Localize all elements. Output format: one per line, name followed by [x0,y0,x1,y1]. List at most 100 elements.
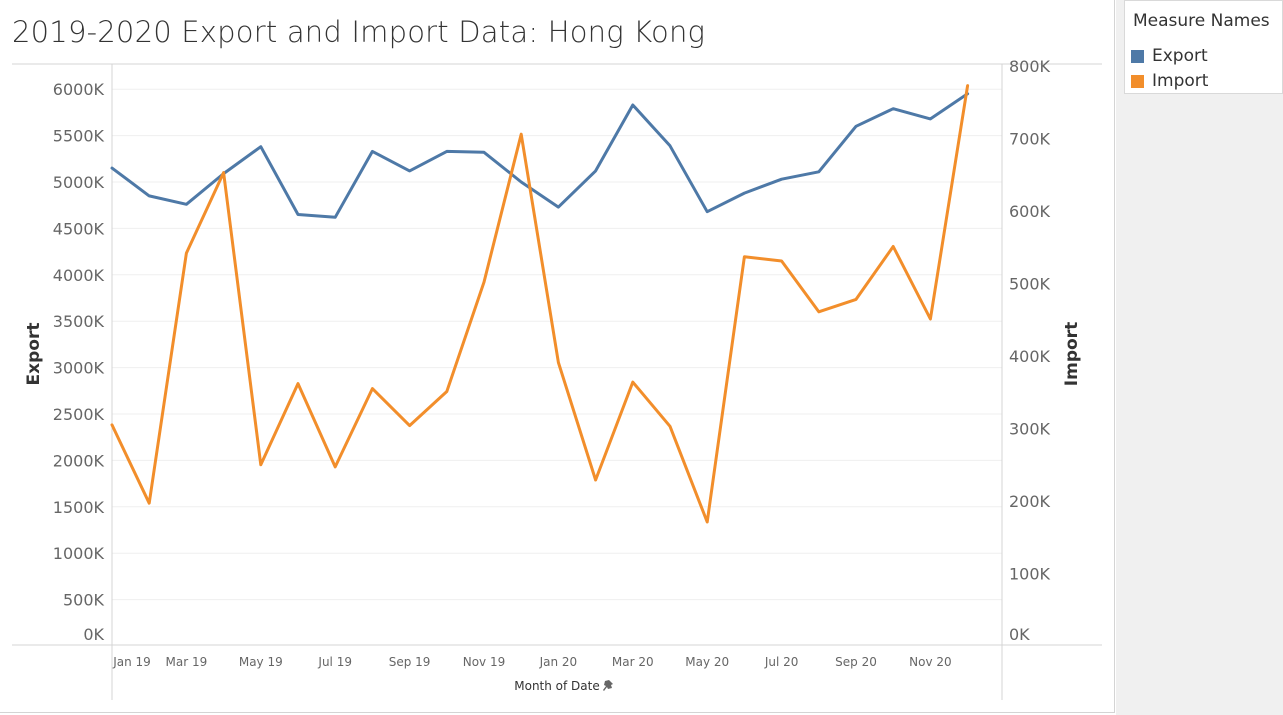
series-line-export[interactable] [110,92,970,219]
legend-item-export[interactable]: Export [1131,46,1208,66]
y-right-tick-label: 200K [1009,492,1051,511]
y-right-tick-label: 0K [1009,625,1030,644]
y-left-tick-label: 3000K [53,359,105,378]
data-point-import[interactable] [408,424,412,428]
data-point-export[interactable] [854,124,858,128]
data-point-import[interactable] [110,423,114,427]
x-axis: Jan 19 Mar 19 May 19 Jul 19 Sep 19 Nov 19 Jan … [112,655,951,669]
y-right-tick-label: 800K [1009,57,1051,76]
data-point-export[interactable] [780,177,784,181]
x-tick-label: Sep 20 [835,655,877,669]
data-point-import[interactable] [631,380,635,384]
data-point-import[interactable] [928,317,932,321]
x-tick-label: Nov 20 [909,655,952,669]
data-point-export[interactable] [147,194,151,198]
chart-frame [12,63,1102,700]
data-point-export[interactable] [556,205,560,209]
x-tick-label: Nov 19 [463,655,506,669]
data-point-import[interactable] [668,424,672,428]
chart: 0K 500K 1000K 1500K 2000K 2500K 3000K 3500K 4000… [12,57,1102,700]
data-point-export[interactable] [928,117,932,121]
y-left-tick-label: 3500K [53,312,105,331]
y-right-tick-label: 600K [1009,202,1051,221]
data-point-export[interactable] [891,107,895,111]
x-tick-label: Mar 19 [166,655,208,669]
legend-title: Measure Names [1133,11,1270,31]
series-layer[interactable] [110,84,970,524]
visualization-pane [0,0,1115,713]
data-point-export[interactable] [594,169,598,173]
data-point-import[interactable] [556,361,560,365]
data-point-import[interactable] [147,501,151,505]
data-point-export[interactable] [370,149,374,153]
data-point-import[interactable] [333,465,337,469]
data-point-import[interactable] [482,280,486,284]
data-point-import[interactable] [296,382,300,386]
data-point-import[interactable] [370,387,374,391]
x-tick-label: May 19 [239,655,283,669]
legend-label-export: Export [1152,46,1208,66]
data-point-import[interactable] [705,520,709,524]
data-point-export[interactable] [631,103,635,107]
data-point-import[interactable] [259,463,263,467]
y-left-tick-label: 5500K [53,127,105,146]
y-right-tick-label: 500K [1009,275,1051,294]
right-axis: 0K 100K 200K 300K 400K 500K 600K 700K 800K [1009,57,1051,644]
x-tick-label: Sep 19 [389,655,431,669]
data-point-export[interactable] [742,191,746,195]
y-left-tick-label: 4500K [53,219,105,238]
y-axis-right-title: Import [1062,322,1082,386]
x-tick-label: May 20 [685,655,729,669]
page-title: 2019-2020 Export and Import Data: Hong K… [12,15,706,49]
y-left-tick-label: 500K [63,591,105,610]
data-point-import[interactable] [854,297,858,301]
x-axis-title: Month of Date [514,679,600,693]
x-tick-label: Jul 20 [764,655,799,669]
side-pane [1116,0,1283,715]
y-left-tick-label: 6000K [53,80,105,99]
y-right-tick-label: 300K [1009,420,1051,439]
data-point-import[interactable] [780,259,784,263]
data-point-import[interactable] [184,251,188,255]
legend-label-import: Import [1152,71,1209,91]
data-point-export[interactable] [668,144,672,148]
data-point-export[interactable] [184,202,188,206]
data-point-export[interactable] [333,215,337,219]
y-left-tick-label: 4000K [53,266,105,285]
y-right-tick-label: 700K [1009,130,1051,149]
data-point-import[interactable] [891,245,895,249]
legend: Measure Names Export Import [1124,0,1283,94]
left-axis: 0K 500K 1000K 1500K 2000K 2500K 3000K 3500K 4000… [53,80,105,644]
data-point-import[interactable] [817,310,821,314]
data-point-export[interactable] [445,149,449,153]
x-tick-label: Jul 19 [317,655,352,669]
x-tick-label: Jan 20 [539,655,578,669]
data-point-export[interactable] [296,213,300,217]
data-point-export[interactable] [705,210,709,214]
data-point-import[interactable] [742,255,746,259]
data-point-export[interactable] [817,170,821,174]
data-point-import[interactable] [222,171,226,175]
series-line-import[interactable] [110,84,970,524]
data-point-export[interactable] [408,169,412,173]
y-axis-left-title: Export [24,323,44,386]
data-point-export[interactable] [482,150,486,154]
data-point-import[interactable] [594,478,598,482]
data-point-export[interactable] [259,145,263,149]
data-point-import[interactable] [445,390,449,394]
y-left-tick-label: 5000K [53,173,105,192]
y-left-tick-label: 1000K [53,544,105,563]
data-point-import[interactable] [966,84,970,88]
legend-item-import[interactable]: Import [1131,71,1208,91]
pin-icon[interactable] [603,680,613,691]
x-tick-label: Mar 20 [612,655,654,669]
data-point-import[interactable] [519,132,523,136]
legend-swatch-import [1131,74,1144,88]
y-left-tick-label: 2500K [53,405,105,424]
legend-swatch-export [1131,49,1144,63]
y-right-tick-label: 400K [1009,347,1051,366]
y-left-tick-label: 0K [83,625,104,644]
gridlines [112,88,1002,601]
data-point-export[interactable] [519,180,523,184]
data-point-export[interactable] [110,166,114,170]
